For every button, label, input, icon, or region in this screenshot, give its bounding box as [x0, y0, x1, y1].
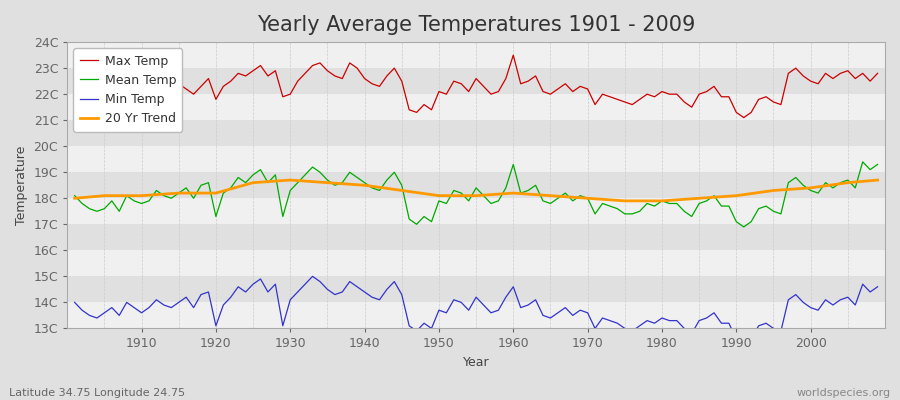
Min Temp: [129, 305, 140, 310]
20 Yr Trend: [619, 198, 630, 203]
Line: Min Temp: Min Temp: [75, 276, 878, 344]
Max Temp: [129, 97, 140, 102]
Bar: [68, 224, 885, 250]
Bar: [68, 42, 885, 68]
Max Temp: [69, 92, 80, 96]
Min Temp: [605, 318, 616, 323]
Bar: [68, 250, 885, 276]
20 Yr Trend: [174, 191, 184, 196]
Line: 20 Yr Trend: 20 Yr Trend: [75, 180, 878, 201]
Bar: [68, 68, 885, 94]
Min Temp: [872, 284, 883, 289]
20 Yr Trend: [842, 180, 853, 185]
Min Temp: [292, 290, 303, 294]
Bar: [68, 302, 885, 328]
Text: Latitude 34.75 Longitude 24.75: Latitude 34.75 Longitude 24.75: [9, 388, 185, 398]
20 Yr Trend: [582, 196, 593, 201]
20 Yr Trend: [806, 186, 816, 190]
20 Yr Trend: [69, 196, 80, 201]
Bar: [68, 146, 885, 172]
20 Yr Trend: [508, 191, 518, 196]
Min Temp: [738, 342, 749, 346]
20 Yr Trend: [471, 193, 482, 198]
Mean Temp: [597, 201, 608, 206]
20 Yr Trend: [99, 193, 110, 198]
20 Yr Trend: [731, 193, 742, 198]
20 Yr Trend: [396, 188, 407, 193]
Min Temp: [69, 300, 80, 305]
Y-axis label: Temperature: Temperature: [15, 146, 28, 225]
20 Yr Trend: [284, 178, 295, 182]
Max Temp: [738, 115, 749, 120]
20 Yr Trend: [545, 193, 556, 198]
20 Yr Trend: [872, 178, 883, 182]
20 Yr Trend: [248, 180, 258, 185]
20 Yr Trend: [322, 180, 333, 185]
Bar: [68, 94, 885, 120]
Max Temp: [516, 81, 526, 86]
Line: Max Temp: Max Temp: [75, 55, 878, 118]
20 Yr Trend: [657, 198, 668, 203]
Legend: Max Temp, Mean Temp, Min Temp, 20 Yr Trend: Max Temp, Mean Temp, Min Temp, 20 Yr Tre…: [74, 48, 183, 132]
Mean Temp: [508, 162, 518, 167]
20 Yr Trend: [434, 193, 445, 198]
Max Temp: [337, 76, 347, 81]
Mean Temp: [738, 224, 749, 229]
Max Temp: [872, 71, 883, 76]
20 Yr Trend: [694, 196, 705, 201]
Min Temp: [516, 305, 526, 310]
Bar: [68, 120, 885, 146]
Text: worldspecies.org: worldspecies.org: [796, 388, 891, 398]
Mean Temp: [500, 186, 511, 190]
Max Temp: [500, 76, 511, 81]
20 Yr Trend: [136, 193, 147, 198]
20 Yr Trend: [211, 191, 221, 196]
20 Yr Trend: [359, 183, 370, 188]
Mean Temp: [872, 162, 883, 167]
Mean Temp: [858, 160, 868, 164]
Bar: [68, 172, 885, 198]
Mean Temp: [292, 180, 303, 185]
Bar: [68, 276, 885, 302]
Min Temp: [508, 284, 518, 289]
Mean Temp: [69, 193, 80, 198]
Max Temp: [508, 53, 518, 58]
Max Temp: [292, 79, 303, 84]
Line: Mean Temp: Mean Temp: [75, 162, 878, 227]
Min Temp: [307, 274, 318, 279]
Min Temp: [345, 279, 356, 284]
Max Temp: [605, 94, 616, 99]
20 Yr Trend: [768, 188, 778, 193]
Bar: [68, 198, 885, 224]
X-axis label: Year: Year: [463, 356, 490, 369]
Title: Yearly Average Temperatures 1901 - 2009: Yearly Average Temperatures 1901 - 2009: [256, 15, 696, 35]
Mean Temp: [337, 180, 347, 185]
Mean Temp: [129, 198, 140, 203]
